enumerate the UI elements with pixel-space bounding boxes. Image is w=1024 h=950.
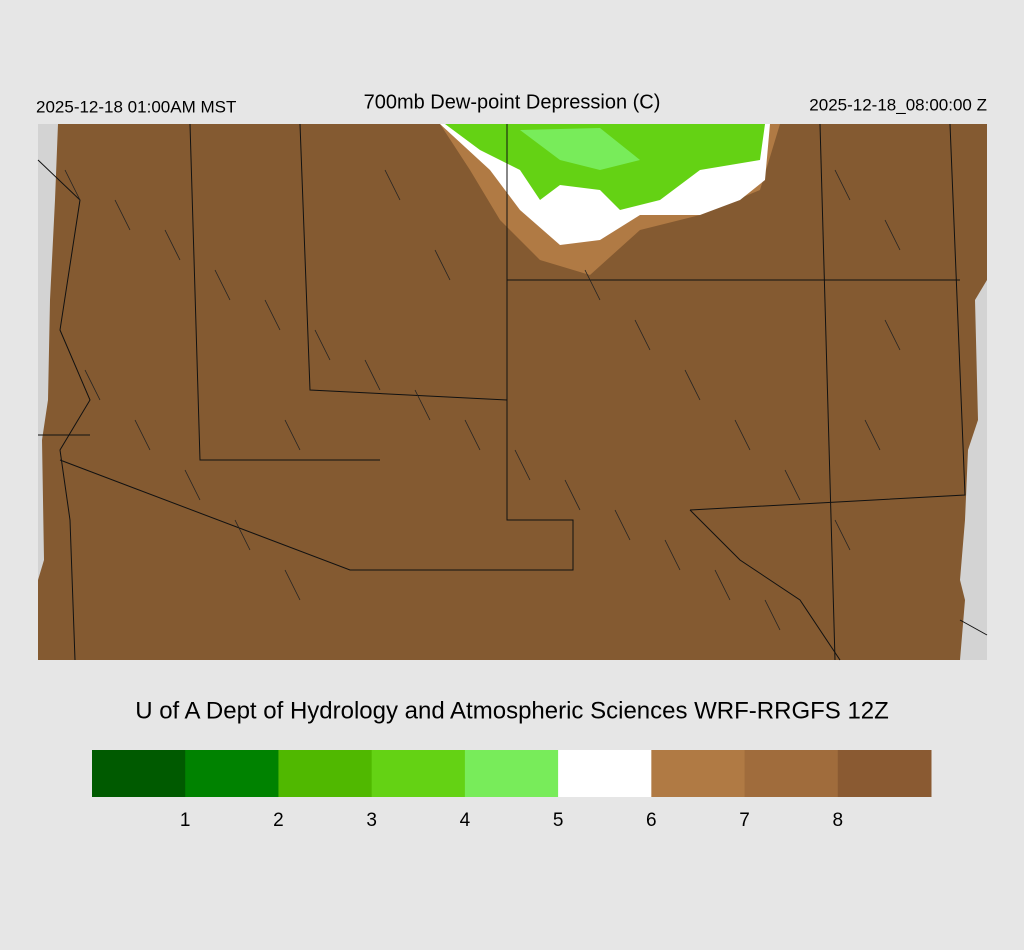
colorbar-label: 3 (366, 810, 377, 831)
moist-core-2 (520, 128, 640, 170)
colorbar-swatch (464, 750, 559, 797)
colorbar-label: 8 (832, 810, 843, 831)
colorbar-label: 2 (273, 810, 284, 831)
wind-barbs (64, 169, 901, 631)
colorbar-label: 1 (180, 810, 191, 831)
valid-time-utc: 2025-12-18_08:00:00 Z (809, 95, 987, 114)
colorbar-label: 7 (739, 810, 750, 831)
map (37, 123, 988, 661)
colorbar-swatch (837, 750, 932, 797)
valid-time-local: 2025-12-18 01:00AM MST (36, 97, 236, 116)
colorbar-swatch (185, 750, 279, 797)
borders (37, 123, 988, 661)
colorbar-swatch (558, 750, 652, 797)
colorbar-swatch (371, 750, 466, 797)
field (38, 124, 987, 660)
colorbar-swatch (278, 750, 373, 797)
colorbar-label: 5 (553, 810, 564, 831)
colorbar-label: 6 (646, 810, 657, 831)
colorbar-swatch (744, 750, 839, 797)
colorbar: 1 2 3 4 5 6 7 8 (92, 750, 932, 831)
colorbar-swatch (651, 750, 746, 797)
credit: U of A Dept of Hydrology and Atmospheric… (135, 697, 889, 724)
map-title: 700mb Dew-point Depression (C) (364, 91, 661, 113)
colorbar-swatch (92, 750, 186, 797)
colorbar-label: 4 (460, 810, 471, 831)
